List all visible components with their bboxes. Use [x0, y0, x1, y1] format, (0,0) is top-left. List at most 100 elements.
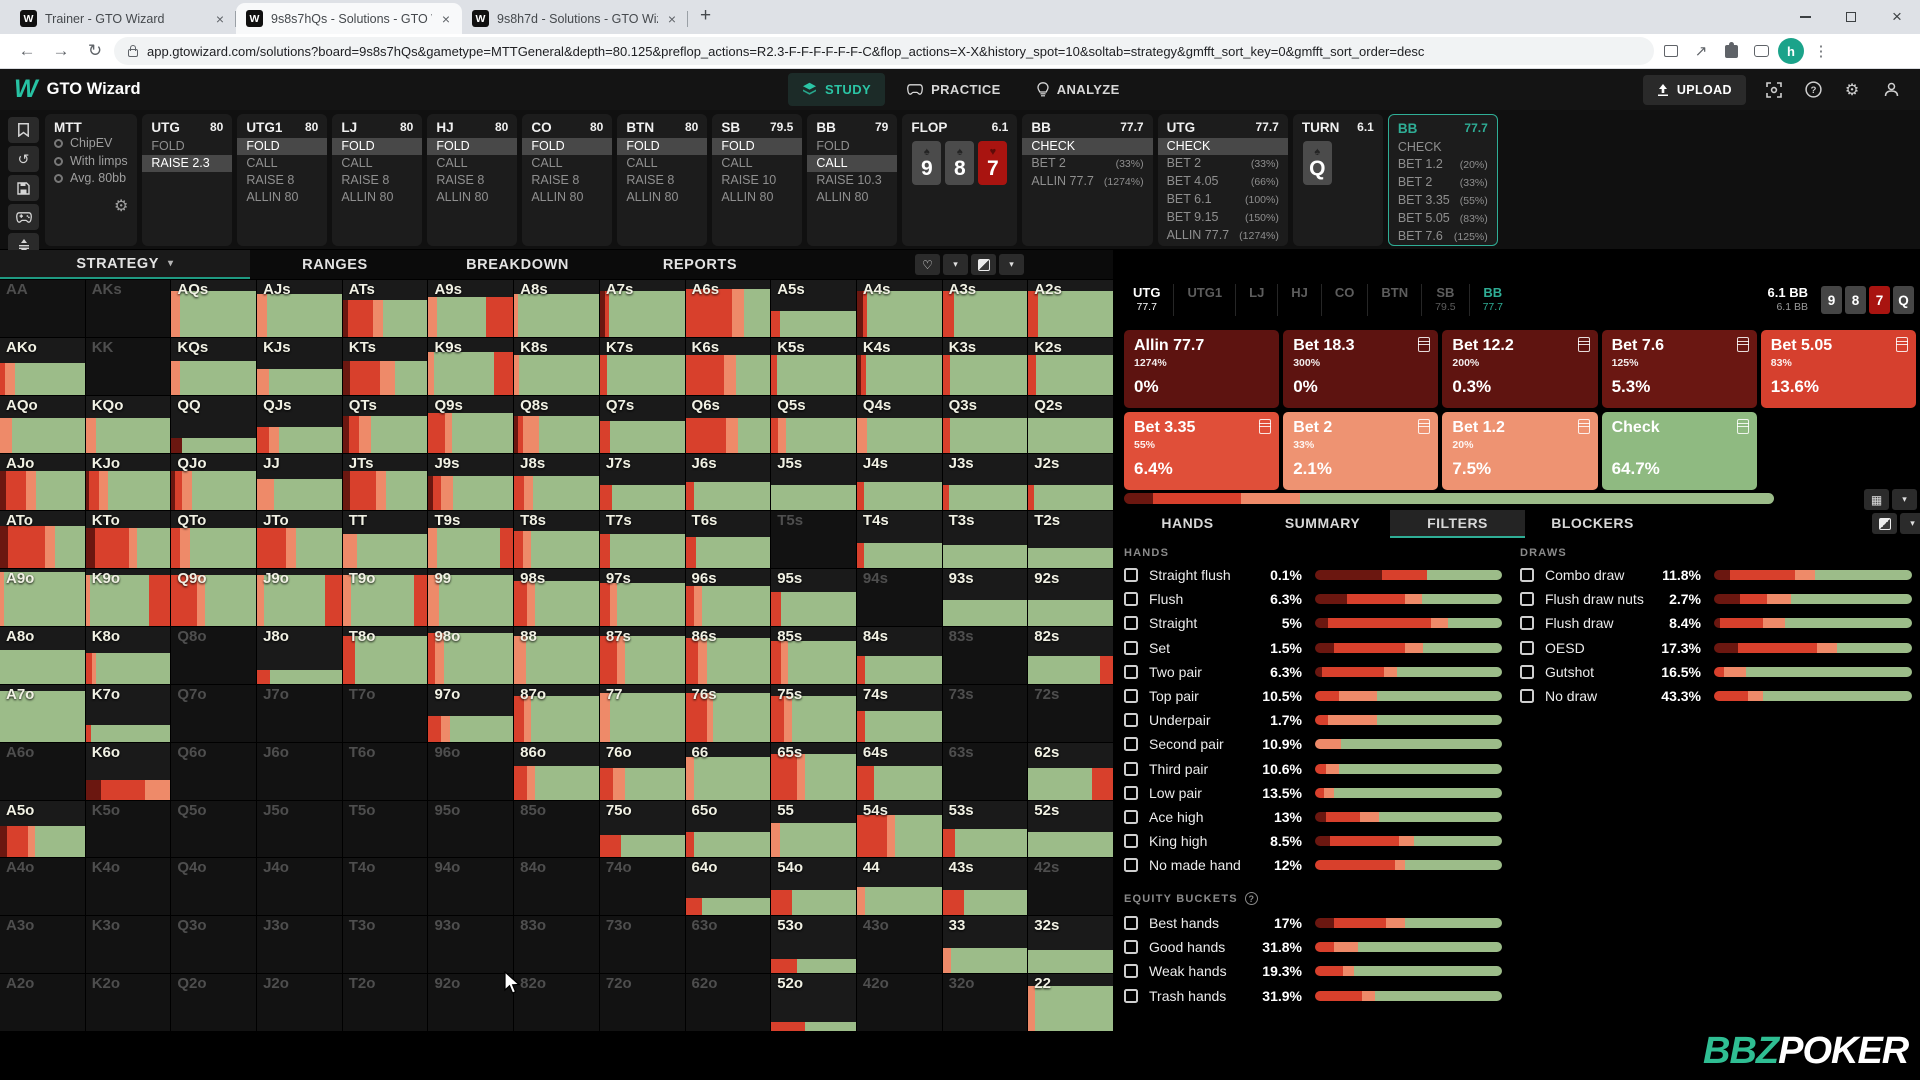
action-fold[interactable]: FOLD: [332, 138, 423, 155]
cell-QTs[interactable]: QTs: [342, 395, 428, 453]
cell-83s[interactable]: 83s: [942, 627, 1028, 684]
note-icon[interactable]: [1418, 419, 1431, 434]
action-fold[interactable]: FOLD: [237, 138, 328, 155]
cell-98o[interactable]: 98o: [428, 627, 514, 684]
checkbox-king-high[interactable]: [1124, 834, 1138, 849]
cell-62s[interactable]: 62s: [1028, 742, 1113, 800]
cell-Q9o[interactable]: Q9o: [171, 569, 257, 627]
cell-A3s[interactable]: A3s: [942, 280, 1028, 337]
action-bet-3-35[interactable]: BET 3.35 (55%): [1389, 192, 1497, 210]
action-bet-4-05[interactable]: BET 4.05 (66%): [1158, 173, 1288, 191]
action-allin-80[interactable]: ALLIN 80: [522, 189, 612, 206]
install-icon[interactable]: [1658, 38, 1684, 64]
cell-54o[interactable]: 54o: [771, 858, 856, 916]
cell-K5s[interactable]: K5s: [771, 337, 856, 395]
cell-T4s[interactable]: T4s: [856, 511, 942, 569]
cell-T9o[interactable]: T9o: [342, 569, 428, 627]
cell-T6s[interactable]: T6s: [685, 511, 771, 569]
window-minimize-button[interactable]: [1782, 0, 1828, 34]
checkbox-weak-hands[interactable]: [1124, 964, 1138, 979]
cell-44[interactable]: 44: [856, 858, 942, 916]
cell-93s[interactable]: 93s: [942, 569, 1028, 627]
cell-97s[interactable]: 97s: [599, 569, 685, 627]
bet-button-bet-7-6[interactable]: Bet 7.6 125% 5.3%: [1601, 330, 1757, 408]
cell-Q5s[interactable]: Q5s: [771, 395, 856, 453]
cell-32s[interactable]: 32s: [1028, 916, 1113, 974]
action-fold[interactable]: FOLD: [427, 138, 518, 155]
checkbox-no-draw[interactable]: [1520, 689, 1534, 704]
cell-63s[interactable]: 63s: [942, 742, 1028, 800]
strip-position-sb[interactable]: SB 79.5: [1421, 284, 1468, 316]
cell-95s[interactable]: 95s: [771, 569, 856, 627]
cell-A7s[interactable]: A7s: [599, 280, 685, 337]
action-bet-1-2[interactable]: BET 1.2 (20%): [1389, 156, 1497, 174]
cell-32o[interactable]: 32o: [942, 974, 1028, 1031]
checkbox-combo-draw[interactable]: [1520, 568, 1534, 583]
cell-53o[interactable]: 53o: [771, 916, 856, 974]
cell-QJs[interactable]: QJs: [257, 395, 342, 453]
checkbox-trash-hands[interactable]: [1124, 988, 1138, 1003]
cell-99[interactable]: 99: [428, 569, 514, 627]
checkbox-third-pair[interactable]: [1124, 761, 1138, 776]
note-icon[interactable]: [1895, 337, 1908, 352]
tab-breakdown[interactable]: BREAKDOWN: [420, 250, 615, 279]
cell-88[interactable]: 88: [514, 627, 599, 684]
cell-A9s[interactable]: A9s: [428, 280, 514, 337]
cell-Q9s[interactable]: Q9s: [428, 395, 514, 453]
checkbox-top-pair[interactable]: [1124, 689, 1138, 704]
cell-AJo[interactable]: AJo: [0, 453, 85, 511]
cell-JTs[interactable]: JTs: [342, 453, 428, 511]
cell-33[interactable]: 33: [942, 916, 1028, 974]
action-call[interactable]: CALL: [237, 155, 327, 172]
cell-63o[interactable]: 63o: [685, 916, 771, 974]
cell-53s[interactable]: 53s: [942, 800, 1028, 858]
cell-Q8s[interactable]: Q8s: [514, 395, 599, 453]
cell-J7s[interactable]: J7s: [599, 453, 685, 511]
cell-82s[interactable]: 82s: [1028, 627, 1113, 684]
checkbox-good-hands[interactable]: [1124, 940, 1138, 955]
tab-close-icon[interactable]: ×: [441, 10, 450, 27]
cell-T3s[interactable]: T3s: [942, 511, 1028, 569]
cell-43o[interactable]: 43o: [856, 916, 942, 974]
cell-J6s[interactable]: J6s: [685, 453, 771, 511]
checkbox-gutshot[interactable]: [1520, 664, 1534, 679]
cell-KK[interactable]: KK: [85, 337, 171, 395]
cell-A3o[interactable]: A3o: [0, 916, 85, 974]
cell-J4o[interactable]: J4o: [257, 858, 342, 916]
cell-72o[interactable]: 72o: [599, 974, 685, 1031]
tab-close-icon[interactable]: ×: [667, 10, 676, 27]
action-raise-8[interactable]: RAISE 8: [332, 172, 422, 189]
grid-view-dropdown-icon[interactable]: ▾: [1892, 489, 1917, 510]
action-fold[interactable]: FOLD: [617, 138, 708, 155]
cell-A5o[interactable]: A5o: [0, 800, 85, 858]
tab-filters[interactable]: FILTERS: [1390, 510, 1525, 538]
cell-KQs[interactable]: KQs: [171, 337, 257, 395]
cell-54s[interactable]: 54s: [856, 800, 942, 858]
cell-64o[interactable]: 64o: [685, 858, 771, 916]
cell-K3o[interactable]: K3o: [85, 916, 171, 974]
cell-Q4s[interactable]: Q4s: [856, 395, 942, 453]
browser-tab-9s8s7hqs-solutions-gto-wiza[interactable]: W 9s8s7hQs - Solutions - GTO Wiza ×: [236, 3, 462, 34]
cell-J3s[interactable]: J3s: [942, 453, 1028, 511]
cell-J9s[interactable]: J9s: [428, 453, 514, 511]
cell-ATs[interactable]: ATs: [342, 280, 428, 337]
info-icon[interactable]: ?: [1244, 892, 1258, 905]
cell-92s[interactable]: 92s: [1028, 569, 1113, 627]
bet-button-bet-18-3[interactable]: Bet 18.3 300% 0%: [1283, 330, 1439, 408]
back-icon[interactable]: ←: [18, 41, 36, 60]
tab-reports[interactable]: REPORTS: [615, 250, 785, 279]
cell-AKo[interactable]: AKo: [0, 337, 85, 395]
cell-Q3s[interactable]: Q3s: [942, 395, 1028, 453]
cell-73o[interactable]: 73o: [599, 916, 685, 974]
cell-84s[interactable]: 84s: [856, 627, 942, 684]
action-allin-80[interactable]: ALLIN 80: [617, 189, 707, 206]
cell-A2s[interactable]: A2s: [1028, 280, 1113, 337]
cell-T2o[interactable]: T2o: [342, 974, 428, 1031]
cell-JJ[interactable]: JJ: [257, 453, 342, 511]
action-allin-80[interactable]: ALLIN 80: [237, 189, 327, 206]
cell-ATo[interactable]: ATo: [0, 511, 85, 569]
action-fold[interactable]: FOLD: [142, 138, 232, 155]
note-icon[interactable]: [1736, 419, 1749, 434]
window-close-button[interactable]: ×: [1892, 7, 1902, 26]
action-raise-8[interactable]: RAISE 8: [522, 172, 612, 189]
